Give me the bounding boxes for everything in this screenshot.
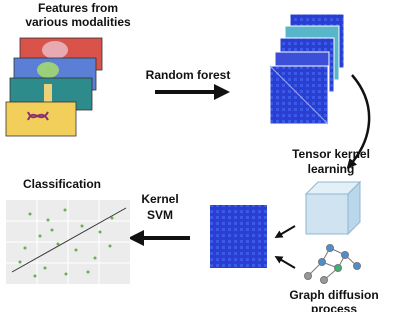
tensor-label: learning <box>308 162 355 176</box>
classification-label: Classification <box>23 177 101 191</box>
modality-cards <box>6 38 102 136</box>
arrow <box>278 258 295 268</box>
scatter-plot <box>6 200 130 284</box>
arrow <box>278 226 295 236</box>
kernel-matrix <box>210 205 267 268</box>
graph-label: Graph diffusion <box>289 288 378 302</box>
features-label: various modalities <box>25 15 131 29</box>
cube <box>306 182 360 234</box>
graph-label: process <box>311 302 357 312</box>
graph-network <box>305 245 361 284</box>
matrix-stack <box>270 14 344 124</box>
svm-label: Kernel <box>141 192 178 206</box>
svm-label: SVM <box>147 208 173 222</box>
tensor-label: Tensor kernel <box>292 147 370 161</box>
features-label: Features from <box>38 1 118 15</box>
diagram: Features from various modalities Random … <box>0 0 407 312</box>
random-forest-label: Random forest <box>146 68 231 82</box>
